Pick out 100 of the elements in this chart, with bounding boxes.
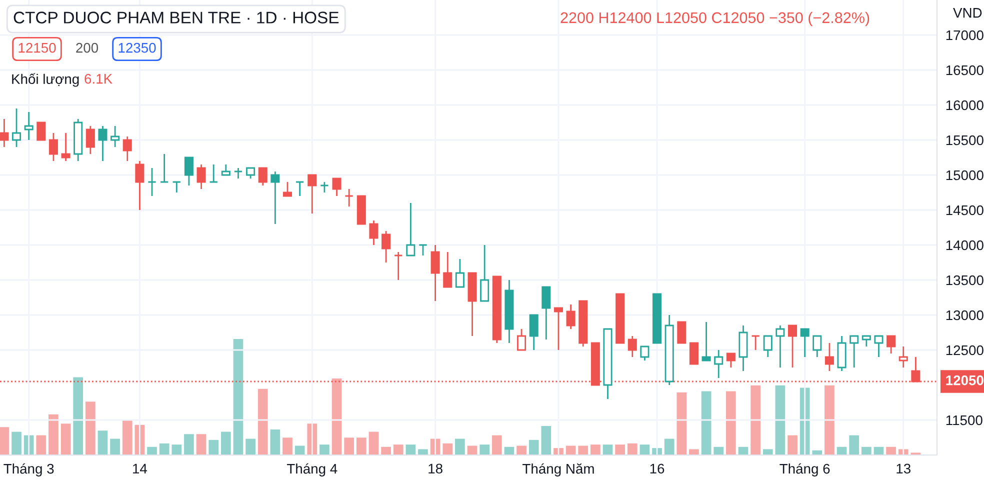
- bar: [701, 391, 712, 455]
- bar: [849, 435, 860, 455]
- bar: [602, 444, 613, 455]
- annotation: 200: [76, 42, 98, 53]
- y-tick-label: 14500: [946, 205, 984, 216]
- bar: [689, 449, 699, 455]
- bar: [258, 388, 268, 455]
- x-tick-label: Tháng 6: [780, 463, 830, 476]
- bar: [220, 432, 231, 455]
- candlestick: [369, 220, 378, 246]
- bar: [467, 446, 478, 455]
- bar: [172, 444, 182, 455]
- y-tick-label: 15000: [946, 170, 984, 180]
- annotation: 6.1K: [84, 74, 112, 84]
- x-tick-label: 16: [650, 464, 664, 474]
- candlestick: [98, 125, 108, 162]
- x-tick-label: 13: [896, 464, 910, 474]
- bar: [886, 446, 896, 455]
- candlestick: [776, 324, 785, 368]
- candlestick: [566, 304, 576, 330]
- bar: [233, 339, 244, 455]
- bar: [676, 392, 687, 455]
- y-tick-label: 11500: [946, 415, 982, 426]
- candlestick: [714, 349, 724, 379]
- bar: [320, 444, 330, 455]
- bar: [159, 443, 170, 455]
- candlestick: [430, 244, 440, 302]
- bar: [73, 377, 84, 455]
- annotation: Khối lượng: [12, 73, 79, 87]
- candlestick: [898, 346, 908, 368]
- bar: [775, 385, 786, 455]
- candlestick: [394, 251, 403, 281]
- bar: [196, 434, 206, 455]
- bar: [270, 429, 280, 455]
- bar: [750, 385, 760, 455]
- bar: [442, 443, 453, 455]
- bar: [246, 438, 256, 455]
- bar: [480, 444, 490, 455]
- candlestick: [74, 118, 83, 162]
- bar: [762, 449, 773, 455]
- bar: [726, 391, 736, 455]
- y-tick-label: 16500: [946, 65, 984, 76]
- bar: [455, 438, 465, 455]
- bar: [98, 430, 108, 455]
- bar: [516, 446, 526, 455]
- bar: [48, 414, 58, 455]
- annotation: 12150: [18, 42, 56, 53]
- bar: [147, 446, 157, 455]
- bar: [861, 446, 872, 455]
- bar: [381, 446, 391, 455]
- bar: [344, 438, 354, 455]
- y-tick-label: 13000: [946, 310, 984, 320]
- y-tick-label: 12500: [946, 345, 984, 356]
- x-tick-label: Tháng 4: [286, 463, 338, 476]
- candlestick: [837, 335, 846, 372]
- y-tick-label: 14000: [946, 240, 984, 250]
- candlestick: [147, 167, 157, 197]
- bar: [294, 446, 305, 455]
- candlestick: [135, 160, 144, 211]
- text: CTCP DUOC PHAM BEN TRE · 1D · HOSE: [14, 12, 339, 24]
- candlestick: [196, 164, 206, 190]
- bar: [615, 444, 625, 455]
- bar: [208, 440, 219, 455]
- bar: [0, 427, 10, 455]
- bar: [393, 444, 404, 455]
- bar: [36, 435, 46, 455]
- bar: [578, 446, 588, 455]
- bar: [60, 424, 71, 455]
- bar: [12, 432, 22, 455]
- candlestick: [0, 118, 9, 148]
- bar: [122, 420, 132, 455]
- bar: [368, 432, 379, 455]
- bar: [184, 434, 194, 455]
- annotation: 2200 H12400 L12050 C12050 −350 (−2.82%): [560, 12, 870, 26]
- x-tick-label: Tháng 3: [4, 463, 54, 476]
- x-tick-label: 18: [428, 464, 442, 474]
- annotation: 12350: [118, 42, 156, 53]
- bar: [356, 438, 366, 455]
- y-tick-label: 15500: [946, 135, 984, 146]
- candlestick: [664, 314, 674, 386]
- bar: [418, 449, 428, 455]
- y-tick-label: 13500: [946, 275, 984, 286]
- candlestick: [320, 181, 329, 194]
- candlestick: [61, 132, 70, 162]
- candlestick: [738, 324, 748, 372]
- x-tick-label: Tháng Năm: [522, 463, 594, 476]
- bar: [282, 438, 292, 455]
- bar: [788, 435, 798, 455]
- bar: [332, 378, 342, 455]
- bar: [640, 444, 650, 455]
- candlestick: [344, 188, 354, 208]
- bar: [492, 435, 502, 455]
- y-tick-label: 16000: [946, 100, 984, 110]
- bar: [110, 438, 120, 455]
- candlestick: [122, 136, 132, 162]
- bar: [85, 402, 96, 455]
- bar: [566, 446, 576, 455]
- candlestick: [628, 335, 637, 358]
- candlestick: [86, 125, 95, 155]
- bar: [406, 444, 416, 455]
